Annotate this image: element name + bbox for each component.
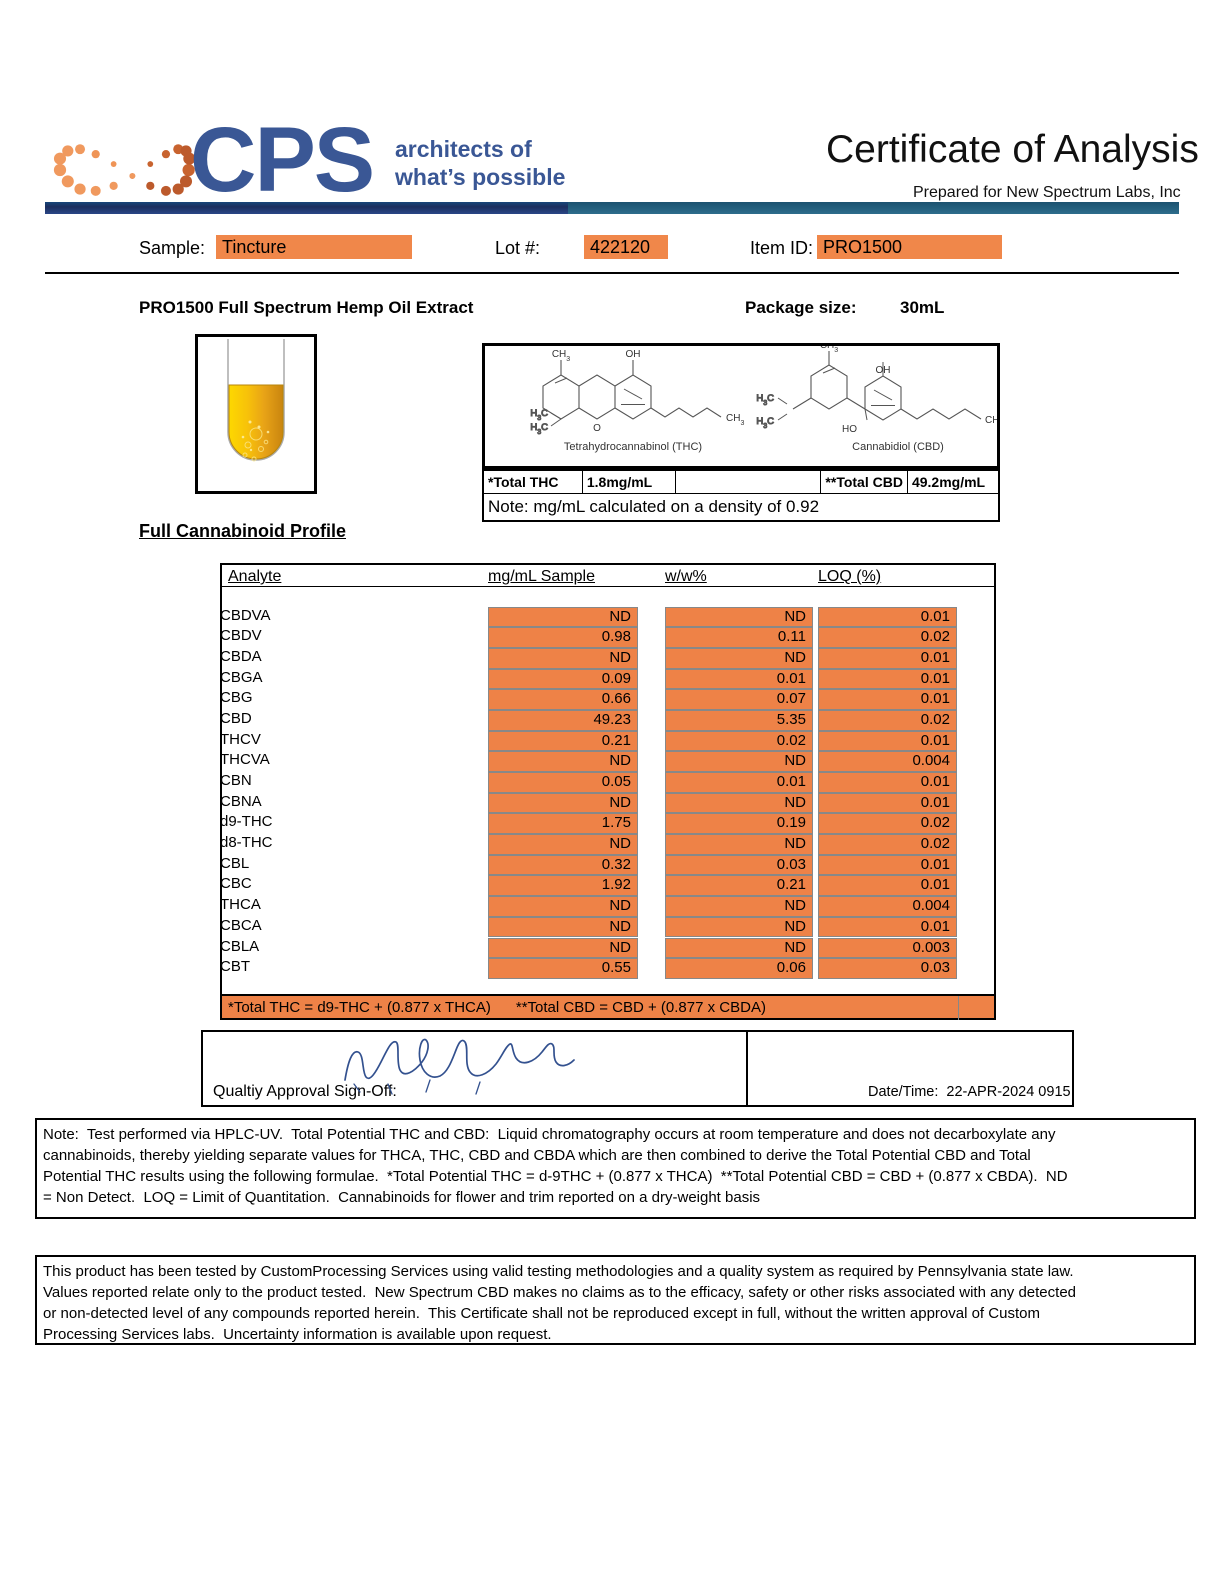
svg-text:CH3: CH3 — [726, 413, 744, 427]
svg-text:H3C: H3C — [756, 416, 774, 430]
svg-text:Cannabidiol (CBD): Cannabidiol (CBD) — [852, 441, 944, 453]
svg-text:HO: HO — [842, 424, 857, 435]
svg-text:O: O — [593, 423, 601, 434]
svg-text:H3C: H3C — [756, 393, 774, 407]
svg-text:H3C: H3C — [530, 422, 548, 436]
svg-text:H3C: H3C — [530, 408, 548, 422]
svg-text:Tetrahydrocannabinol (THC): Tetrahydrocannabinol (THC) — [564, 441, 702, 453]
svg-text:OH: OH — [626, 349, 641, 360]
svg-text:CH3: CH3 — [985, 415, 997, 429]
